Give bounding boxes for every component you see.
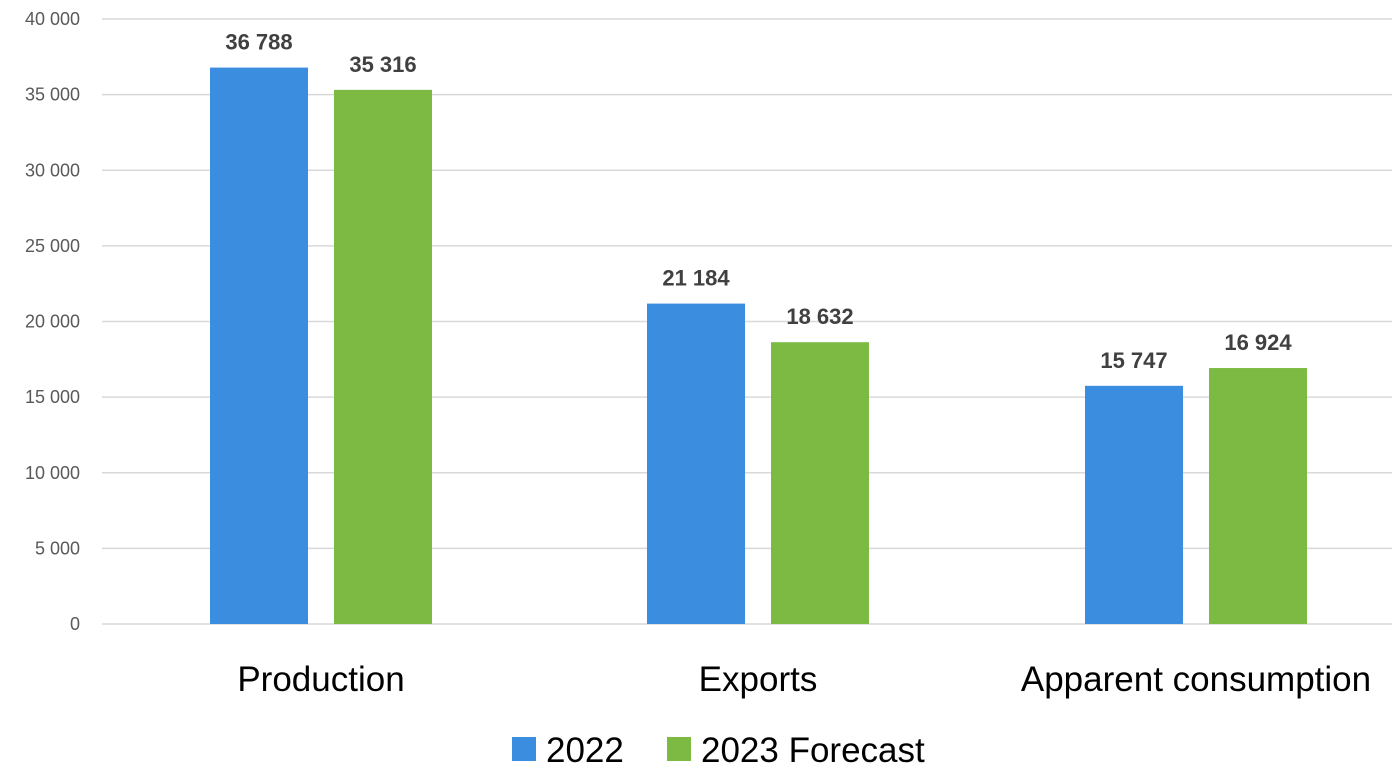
- legend-swatch: [667, 737, 691, 761]
- y-tick-label: 30 000: [25, 160, 80, 180]
- legend-swatch: [512, 737, 536, 761]
- data-label: 21 184: [662, 266, 730, 291]
- y-tick-label: 10 000: [25, 463, 80, 483]
- bar-2023-forecast-production: [334, 89, 432, 624]
- bar-2022-apparent-consumption: [1085, 385, 1183, 624]
- legend: 2022 2023 Forecast: [512, 731, 925, 770]
- y-tick-label: 0: [70, 614, 80, 634]
- data-labels: 36 788 21 184 15 747 35 316 18 632 16 924: [225, 30, 1292, 373]
- x-category-label: Production: [237, 660, 404, 699]
- y-tick-label: 35 000: [25, 85, 80, 105]
- y-tick-label: 5 000: [35, 538, 80, 558]
- bars: [210, 67, 1307, 625]
- data-label: 36 788: [225, 30, 292, 55]
- gridlines: [102, 18, 1392, 625]
- data-label: 18 632: [786, 304, 853, 329]
- bar-2023-forecast-apparent-consumption: [1209, 368, 1307, 624]
- bar-2022-production: [210, 67, 308, 625]
- data-label: 35 316: [349, 52, 416, 77]
- x-category-label: Apparent consumption: [1021, 660, 1371, 699]
- data-label: 15 747: [1100, 348, 1167, 373]
- data-label: 16 924: [1224, 330, 1292, 355]
- y-axis-tick-labels: 0 5 000 10 000 15 000 20 000 25 000 30 000 35 0…: [25, 9, 80, 634]
- legend-label: 2023 Forecast: [701, 731, 925, 767]
- x-axis-category-labels: Production Exports Apparent consumption: [237, 660, 1371, 699]
- bar-2023-forecast-exports: [771, 342, 869, 624]
- y-tick-label: 40 000: [25, 9, 80, 29]
- bar-2022-exports: [647, 303, 745, 624]
- y-tick-label: 25 000: [25, 236, 80, 256]
- y-tick-label: 15 000: [25, 387, 80, 407]
- x-category-label: Exports: [699, 660, 818, 699]
- legend-label: 2022: [546, 731, 624, 767]
- y-tick-label: 20 000: [25, 312, 80, 332]
